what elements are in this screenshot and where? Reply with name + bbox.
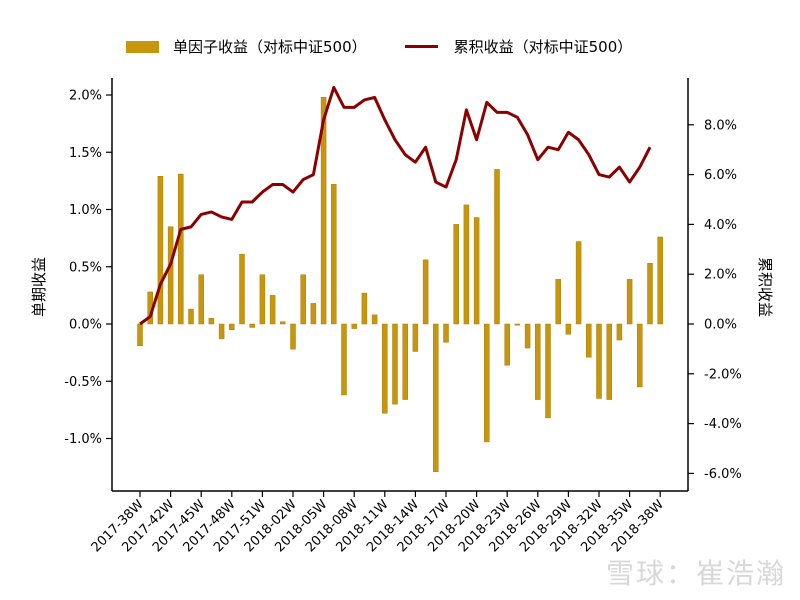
bar bbox=[392, 323, 398, 405]
y-left-tick-label: -0.5% bbox=[64, 375, 102, 390]
bar bbox=[198, 274, 204, 325]
y-right-tick-label: 6.0% bbox=[704, 168, 737, 183]
legend-bar-label: 单因子收益（对标中证500） bbox=[173, 38, 367, 56]
bar bbox=[371, 314, 378, 325]
bar bbox=[341, 323, 347, 396]
bar bbox=[259, 274, 266, 325]
bar bbox=[249, 323, 255, 328]
y-left-tick-label: 2.0% bbox=[69, 89, 102, 104]
y-left-tick-label: -1.0% bbox=[64, 432, 102, 447]
bar bbox=[310, 303, 317, 325]
bar bbox=[524, 323, 531, 349]
y-right-tick-label: 8.0% bbox=[704, 118, 737, 133]
watermark: 雪球：崔浩瀚 bbox=[605, 557, 786, 590]
bar bbox=[351, 323, 357, 329]
legend-line-swatch-icon bbox=[404, 45, 438, 48]
y-right-tick-label: -4.0% bbox=[704, 417, 742, 432]
bar bbox=[657, 236, 663, 325]
bar bbox=[616, 323, 623, 341]
y-right-tick-label: 4.0% bbox=[704, 218, 737, 233]
bar bbox=[606, 323, 612, 400]
y-left-tick-label: 1.5% bbox=[69, 146, 102, 161]
y-right-tick-label: 0.0% bbox=[704, 318, 737, 333]
bar bbox=[514, 323, 521, 326]
bar bbox=[545, 323, 551, 419]
bar bbox=[504, 323, 510, 366]
bar bbox=[361, 292, 368, 325]
bar bbox=[565, 323, 572, 335]
bar bbox=[453, 224, 459, 325]
bar bbox=[575, 241, 582, 325]
bar bbox=[331, 184, 337, 325]
bar bbox=[443, 323, 449, 343]
y-left-axis-label: 单期收益 bbox=[30, 257, 48, 317]
y-right-tick-label: 2.0% bbox=[704, 268, 737, 283]
bar bbox=[300, 274, 306, 325]
bar bbox=[402, 323, 408, 400]
bar bbox=[555, 279, 561, 325]
bar bbox=[473, 217, 480, 325]
bar bbox=[463, 204, 470, 325]
y-left-tick-label: 0.0% bbox=[69, 318, 102, 333]
y-right-tick-label: -2.0% bbox=[704, 367, 742, 382]
bar bbox=[412, 323, 419, 352]
legend-bar-swatch-icon bbox=[126, 40, 159, 53]
y-left-tick-label: 0.5% bbox=[69, 260, 102, 275]
bar bbox=[535, 323, 541, 400]
bar bbox=[218, 323, 225, 340]
bar bbox=[494, 169, 500, 325]
bar bbox=[280, 321, 286, 325]
bar bbox=[178, 173, 184, 325]
bar bbox=[188, 308, 194, 325]
y-right-axis-label: 累积收益 bbox=[756, 257, 774, 317]
bar bbox=[167, 226, 174, 325]
legend-line-label: 累积收益（对标中证500） bbox=[453, 38, 633, 56]
bar bbox=[484, 323, 490, 443]
bar bbox=[208, 318, 215, 325]
bar bbox=[647, 263, 653, 325]
bar bbox=[626, 279, 633, 325]
legend-item-line: 累积收益（对标中证500） bbox=[404, 36, 633, 57]
bar bbox=[269, 295, 276, 325]
bar bbox=[382, 323, 388, 414]
y-left-tick-label: 1.0% bbox=[69, 203, 102, 218]
bar bbox=[637, 323, 643, 388]
y-right-tick-label: -6.0% bbox=[704, 467, 742, 482]
cumulative-line bbox=[139, 85, 652, 326]
bar bbox=[422, 259, 429, 325]
bar bbox=[433, 323, 439, 472]
legend: 单因子收益（对标中证500） 累积收益（对标中证500） bbox=[126, 36, 670, 57]
bar bbox=[157, 176, 164, 325]
bar bbox=[586, 323, 592, 358]
bar bbox=[290, 323, 296, 350]
bar bbox=[137, 323, 143, 347]
bar bbox=[596, 323, 602, 399]
bar bbox=[229, 323, 235, 330]
bar bbox=[320, 97, 327, 325]
legend-item-bar: 单因子收益（对标中证500） bbox=[126, 36, 367, 57]
bar bbox=[239, 253, 245, 325]
